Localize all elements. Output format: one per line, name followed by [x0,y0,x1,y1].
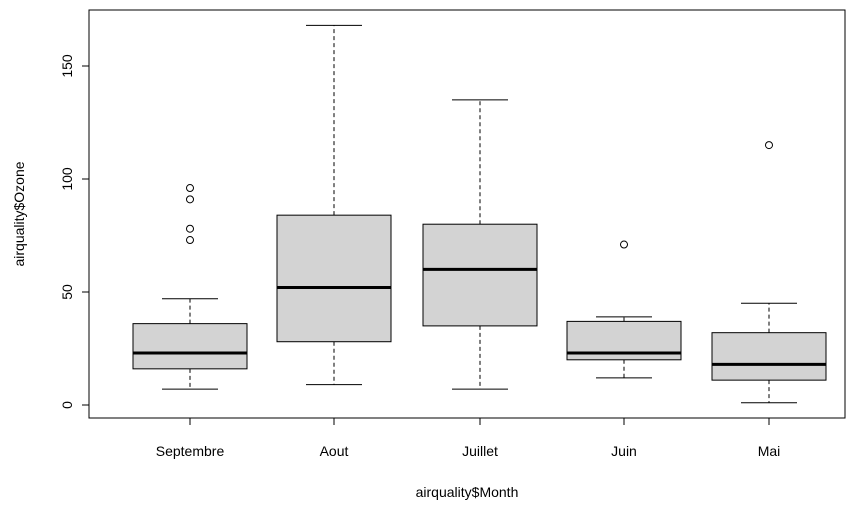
x-tick-label: Juin [611,443,637,459]
box-mai [711,141,827,404]
y-tick-label: 0 [59,401,75,409]
box-aout [276,24,392,386]
outlier-point [765,141,773,150]
iqr-box [132,323,248,370]
outlier-point [186,236,194,245]
x-tick-label: Aout [320,443,349,459]
x-axis: Septembre Aout Juillet Juin Mai [156,417,781,459]
outlier-point [186,184,194,193]
box-juin [566,240,682,379]
boxes-layer [132,24,827,404]
iqr-box [422,223,538,327]
y-axis: 0 50 100 150 [59,54,90,409]
y-tick-label: 100 [59,167,75,191]
y-tick-label: 50 [59,284,75,300]
x-tick-label: Mai [758,443,781,459]
iqr-box [276,214,392,343]
outlier-point [186,224,194,233]
iqr-box [711,332,827,381]
outlier-point [620,240,628,249]
box-septembre [132,184,248,390]
x-tick-label: Septembre [156,443,225,459]
y-axis-label: airquality$Ozone [11,161,27,266]
x-axis-label: airquality$Month [416,484,519,500]
outlier-point [186,195,194,204]
x-tick-label: Juillet [462,443,498,459]
box-juillet [422,99,538,390]
y-tick-label: 150 [59,54,75,78]
